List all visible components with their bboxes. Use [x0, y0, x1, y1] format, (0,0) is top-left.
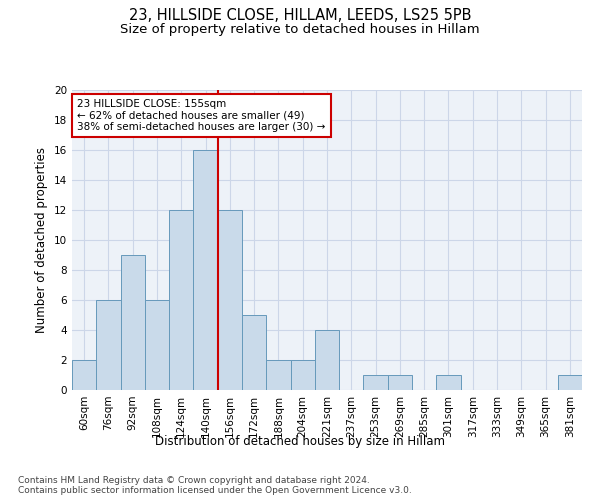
- Bar: [121, 255, 145, 390]
- Bar: [242, 315, 266, 390]
- Bar: [364, 375, 388, 390]
- Bar: [218, 210, 242, 390]
- Bar: [290, 360, 315, 390]
- Text: 23 HILLSIDE CLOSE: 155sqm
← 62% of detached houses are smaller (49)
38% of semi-: 23 HILLSIDE CLOSE: 155sqm ← 62% of detac…: [77, 99, 325, 132]
- Bar: [558, 375, 582, 390]
- Text: 23, HILLSIDE CLOSE, HILLAM, LEEDS, LS25 5PB: 23, HILLSIDE CLOSE, HILLAM, LEEDS, LS25 …: [129, 8, 471, 22]
- Bar: [145, 300, 169, 390]
- Text: Distribution of detached houses by size in Hillam: Distribution of detached houses by size …: [155, 435, 445, 448]
- Bar: [72, 360, 96, 390]
- Bar: [436, 375, 461, 390]
- Text: Size of property relative to detached houses in Hillam: Size of property relative to detached ho…: [120, 22, 480, 36]
- Bar: [96, 300, 121, 390]
- Bar: [388, 375, 412, 390]
- Bar: [315, 330, 339, 390]
- Text: Contains HM Land Registry data © Crown copyright and database right 2024.
Contai: Contains HM Land Registry data © Crown c…: [18, 476, 412, 495]
- Bar: [266, 360, 290, 390]
- Bar: [193, 150, 218, 390]
- Bar: [169, 210, 193, 390]
- Y-axis label: Number of detached properties: Number of detached properties: [35, 147, 49, 333]
